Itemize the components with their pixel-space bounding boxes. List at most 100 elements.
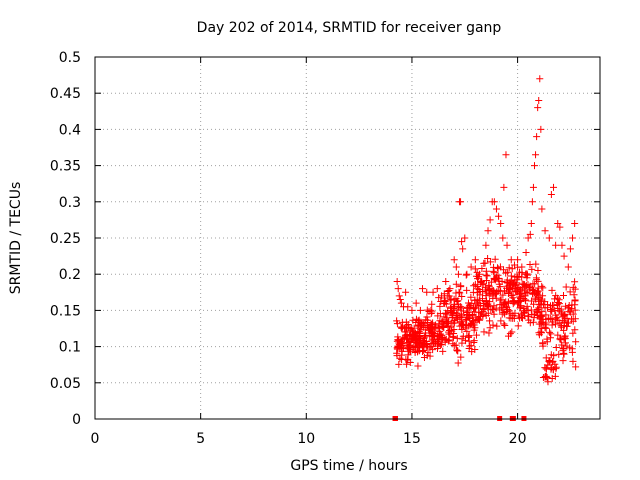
data-point	[502, 151, 510, 159]
y-tick-label: 0.45	[50, 86, 81, 102]
data-point	[458, 238, 466, 246]
data-point	[476, 312, 484, 320]
data-point	[464, 333, 472, 341]
data-point	[564, 319, 572, 327]
data-point	[441, 338, 449, 346]
data-point	[426, 352, 434, 360]
data-point	[532, 151, 540, 159]
data-point	[471, 256, 479, 264]
data-point	[514, 256, 522, 264]
data-point	[539, 284, 547, 292]
data-point	[416, 306, 424, 314]
data-point	[457, 282, 465, 290]
data-point	[408, 306, 416, 314]
data-point	[535, 96, 543, 104]
data-point	[539, 340, 547, 348]
data-point	[532, 274, 540, 282]
data-point	[433, 335, 441, 343]
data-point	[466, 304, 474, 312]
data-point	[452, 263, 460, 271]
data-point	[459, 307, 467, 315]
data-point	[522, 270, 530, 278]
data-point	[546, 328, 554, 336]
data-point	[547, 191, 555, 199]
data-point	[497, 287, 505, 295]
data-point	[513, 287, 521, 295]
data-point	[572, 338, 580, 346]
data-point	[505, 314, 513, 322]
data-point	[489, 267, 497, 275]
data-point	[564, 263, 572, 271]
data-point	[466, 342, 474, 350]
data-point	[472, 331, 480, 339]
data-point	[539, 319, 547, 327]
data-point	[531, 280, 539, 288]
data-point	[560, 252, 568, 260]
data-point	[559, 357, 567, 365]
data-point	[412, 315, 420, 323]
x-tick-label: 5	[196, 431, 205, 447]
data-point	[454, 315, 462, 323]
data-point	[557, 336, 565, 344]
data-point	[419, 285, 427, 293]
data-point	[484, 227, 492, 235]
data-point	[491, 275, 499, 283]
data-point	[470, 337, 478, 345]
data-point	[554, 331, 562, 339]
data-point	[486, 287, 494, 295]
data-point	[500, 320, 508, 328]
data-point	[493, 288, 501, 296]
data-point	[558, 341, 566, 349]
data-point	[569, 329, 577, 337]
y-tick-label: 0.05	[50, 376, 81, 392]
data-point	[542, 324, 550, 332]
data-point	[546, 334, 554, 342]
data-point	[450, 302, 458, 310]
data-point	[528, 265, 536, 273]
data-point	[436, 302, 444, 310]
data-point	[497, 296, 505, 304]
data-point	[403, 360, 411, 368]
data-point	[507, 256, 515, 264]
data-point	[566, 344, 574, 352]
data-point	[507, 272, 515, 280]
data-point	[529, 183, 537, 191]
data-point	[514, 322, 522, 330]
data-point	[467, 320, 475, 328]
data-point	[432, 324, 440, 332]
data-point	[572, 363, 580, 371]
data-point	[501, 322, 509, 330]
data-point	[474, 289, 482, 297]
data-point	[445, 336, 453, 344]
data-point	[458, 318, 466, 326]
data-point	[492, 205, 500, 213]
data-point	[527, 297, 535, 305]
data-point	[401, 328, 409, 336]
data-point	[466, 321, 474, 329]
data-point	[461, 234, 469, 242]
data-point	[428, 320, 436, 328]
data-point	[457, 353, 465, 361]
data-point	[424, 348, 432, 356]
data-point	[412, 339, 420, 347]
data-point	[482, 241, 490, 249]
x-tick-label: 15	[403, 431, 421, 447]
data-point	[500, 308, 508, 316]
data-point	[485, 329, 493, 337]
data-point	[458, 292, 466, 300]
data-point	[395, 292, 403, 300]
data-point	[445, 292, 453, 300]
data-point	[428, 300, 436, 308]
data-point	[449, 340, 457, 348]
data-point	[485, 302, 493, 310]
data-point	[414, 362, 422, 370]
data-point	[446, 326, 454, 334]
data-point	[508, 265, 516, 273]
data-point	[499, 291, 507, 299]
data-point	[526, 282, 534, 290]
data-point	[432, 339, 440, 347]
data-point	[555, 350, 563, 358]
data-point	[478, 265, 486, 273]
data-point	[463, 286, 471, 294]
chart-title: Day 202 of 2014, SRMTID for receiver gan…	[197, 20, 502, 36]
